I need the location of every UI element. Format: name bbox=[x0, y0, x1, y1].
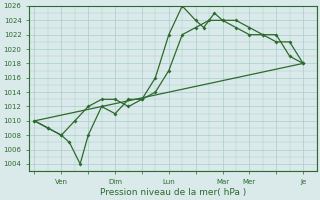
X-axis label: Pression niveau de la mer( hPa ): Pression niveau de la mer( hPa ) bbox=[100, 188, 246, 197]
